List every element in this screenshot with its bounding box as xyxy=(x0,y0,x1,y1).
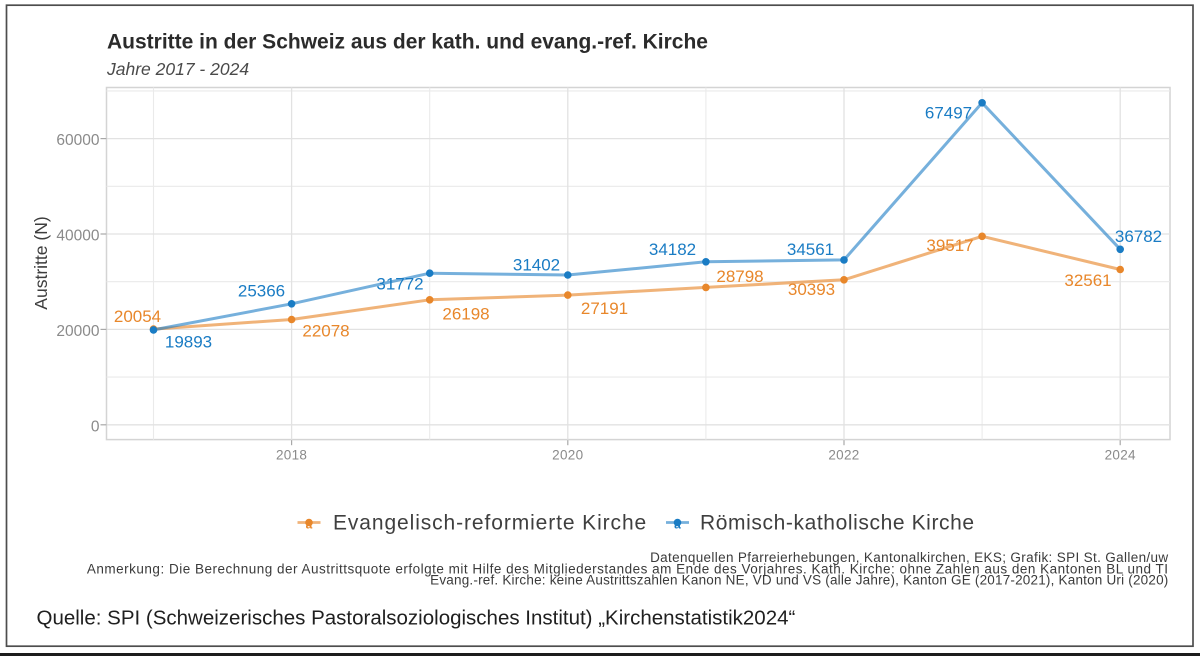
svg-text:2020: 2020 xyxy=(552,448,583,463)
svg-text:28798: 28798 xyxy=(716,267,763,286)
svg-text:40000: 40000 xyxy=(56,228,99,245)
svg-text:Evangelisch-reformierte Kirche: Evangelisch-reformierte Kirche xyxy=(333,512,647,535)
svg-text:27191: 27191 xyxy=(581,299,628,318)
svg-text:39517: 39517 xyxy=(926,236,973,255)
svg-text:31772: 31772 xyxy=(376,275,423,294)
svg-text:25366: 25366 xyxy=(238,282,285,301)
svg-text:34561: 34561 xyxy=(787,240,834,259)
svg-text:36782: 36782 xyxy=(1115,227,1162,246)
svg-text:Austritte (N): Austritte (N) xyxy=(31,216,51,309)
svg-text:67497: 67497 xyxy=(925,104,972,123)
svg-text:20054: 20054 xyxy=(114,307,161,326)
svg-text:Jahre 2017 - 2024: Jahre 2017 - 2024 xyxy=(106,59,249,79)
svg-text:2024: 2024 xyxy=(1105,448,1136,463)
svg-text:20000: 20000 xyxy=(56,323,99,340)
svg-text:2022: 2022 xyxy=(828,448,859,463)
svg-text:60000: 60000 xyxy=(56,132,99,149)
svg-text:Austritte in der Schweiz aus d: Austritte in der Schweiz aus der kath. u… xyxy=(107,31,708,54)
svg-text:Anmerkung: Die Berechnung der: Anmerkung: Die Berechnung der Austrittsq… xyxy=(87,561,1169,576)
svg-text:a: a xyxy=(306,518,313,532)
svg-text:26198: 26198 xyxy=(442,305,489,324)
svg-text:32561: 32561 xyxy=(1064,271,1111,290)
svg-text:Quelle: SPI (Schweizerisches P: Quelle: SPI (Schweizerisches Pastoralsoz… xyxy=(37,607,796,630)
svg-text:Evang.-ref. Kirche: keine Aust: Evang.-ref. Kirche: keine Austrittszahle… xyxy=(430,573,1168,588)
svg-text:Datenquellen Pfarreierhebungen: Datenquellen Pfarreierhebungen, Kantonal… xyxy=(650,550,1168,565)
svg-text:30393: 30393 xyxy=(788,280,835,299)
svg-text:22078: 22078 xyxy=(302,322,349,341)
svg-text:2018: 2018 xyxy=(276,448,307,463)
svg-text:0: 0 xyxy=(91,418,100,435)
svg-text:19893: 19893 xyxy=(165,333,212,352)
svg-text:34182: 34182 xyxy=(649,240,696,259)
svg-text:31402: 31402 xyxy=(513,256,560,275)
svg-text:Römisch-katholische Kirche: Römisch-katholische Kirche xyxy=(700,512,975,535)
svg-text:a: a xyxy=(674,518,681,532)
